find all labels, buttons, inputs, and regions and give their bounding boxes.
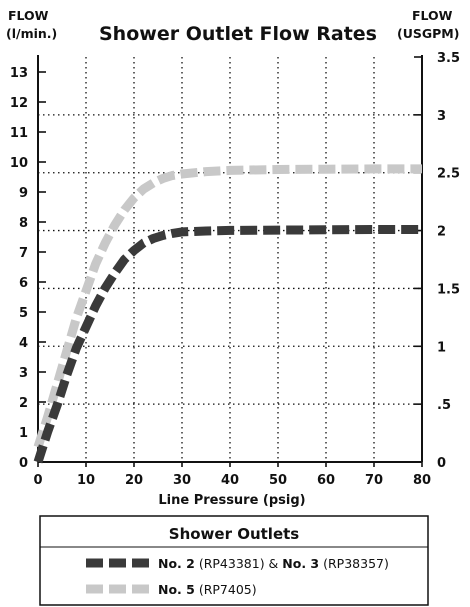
legend-label-2: No. 5 (RP7405)	[158, 582, 257, 597]
left-tick-label: 5	[19, 306, 28, 321]
x-tick-label: 10	[77, 473, 95, 488]
right-tick-label: 2	[437, 225, 446, 240]
series-line-1	[33, 225, 422, 464]
left-tick-label: 13	[10, 66, 28, 81]
right-tick-label: 3	[437, 109, 446, 124]
right-tick-label: 0	[437, 456, 446, 471]
left-axis-label-line2: (l/min.)	[6, 26, 57, 41]
x-tick-label: 50	[269, 473, 287, 488]
legend-title: Shower Outlets	[169, 525, 300, 543]
left-tick-label: 10	[10, 156, 28, 171]
series-line-2	[33, 164, 422, 449]
left-tick-label: 12	[10, 96, 28, 111]
left-tick-label: 11	[10, 126, 28, 141]
left-tick-label: 4	[19, 336, 28, 351]
series-lines	[33, 164, 422, 464]
x-tick-label: 0	[33, 473, 42, 488]
x-tick-label: 60	[317, 473, 335, 488]
legend-label-1: No. 2 (RP43381) & No. 3 (RP38357)	[158, 556, 389, 571]
x-tick-label: 20	[125, 473, 143, 488]
right-tick-label: .5	[437, 398, 451, 413]
chart-title: Shower Outlet Flow Rates	[99, 23, 377, 45]
left-tick-label: 8	[19, 216, 28, 231]
x-tick-label: 70	[365, 473, 383, 488]
legend: Shower Outlets No. 2 (RP43381) & No. 3 (…	[39, 515, 429, 606]
left-tick-label: 7	[19, 246, 28, 261]
left-tick-label: 2	[19, 396, 28, 411]
x-axis-label: Line Pressure (psig)	[158, 493, 305, 508]
x-tick-label: 30	[173, 473, 191, 488]
right-tick-label: 2.5	[437, 167, 460, 182]
left-axis-label-line1: FLOW	[8, 8, 49, 23]
x-tick-label: 80	[413, 473, 431, 488]
right-tick-label: 1.5	[437, 282, 460, 297]
left-tick-label: 1	[19, 426, 28, 441]
right-tick-label: 3.5	[437, 51, 460, 66]
right-axis-label-line2: (USGPM)	[397, 26, 459, 41]
right-tick-label: 1	[437, 340, 446, 355]
left-tick-label: 3	[19, 366, 28, 381]
left-tick-label: 6	[19, 276, 28, 291]
x-tick-label: 40	[221, 473, 239, 488]
right-axis-label-line1: FLOW	[412, 8, 453, 23]
left-tick-label: 9	[19, 186, 28, 201]
legend-box	[39, 515, 429, 606]
left-tick-label: 0	[19, 456, 28, 471]
